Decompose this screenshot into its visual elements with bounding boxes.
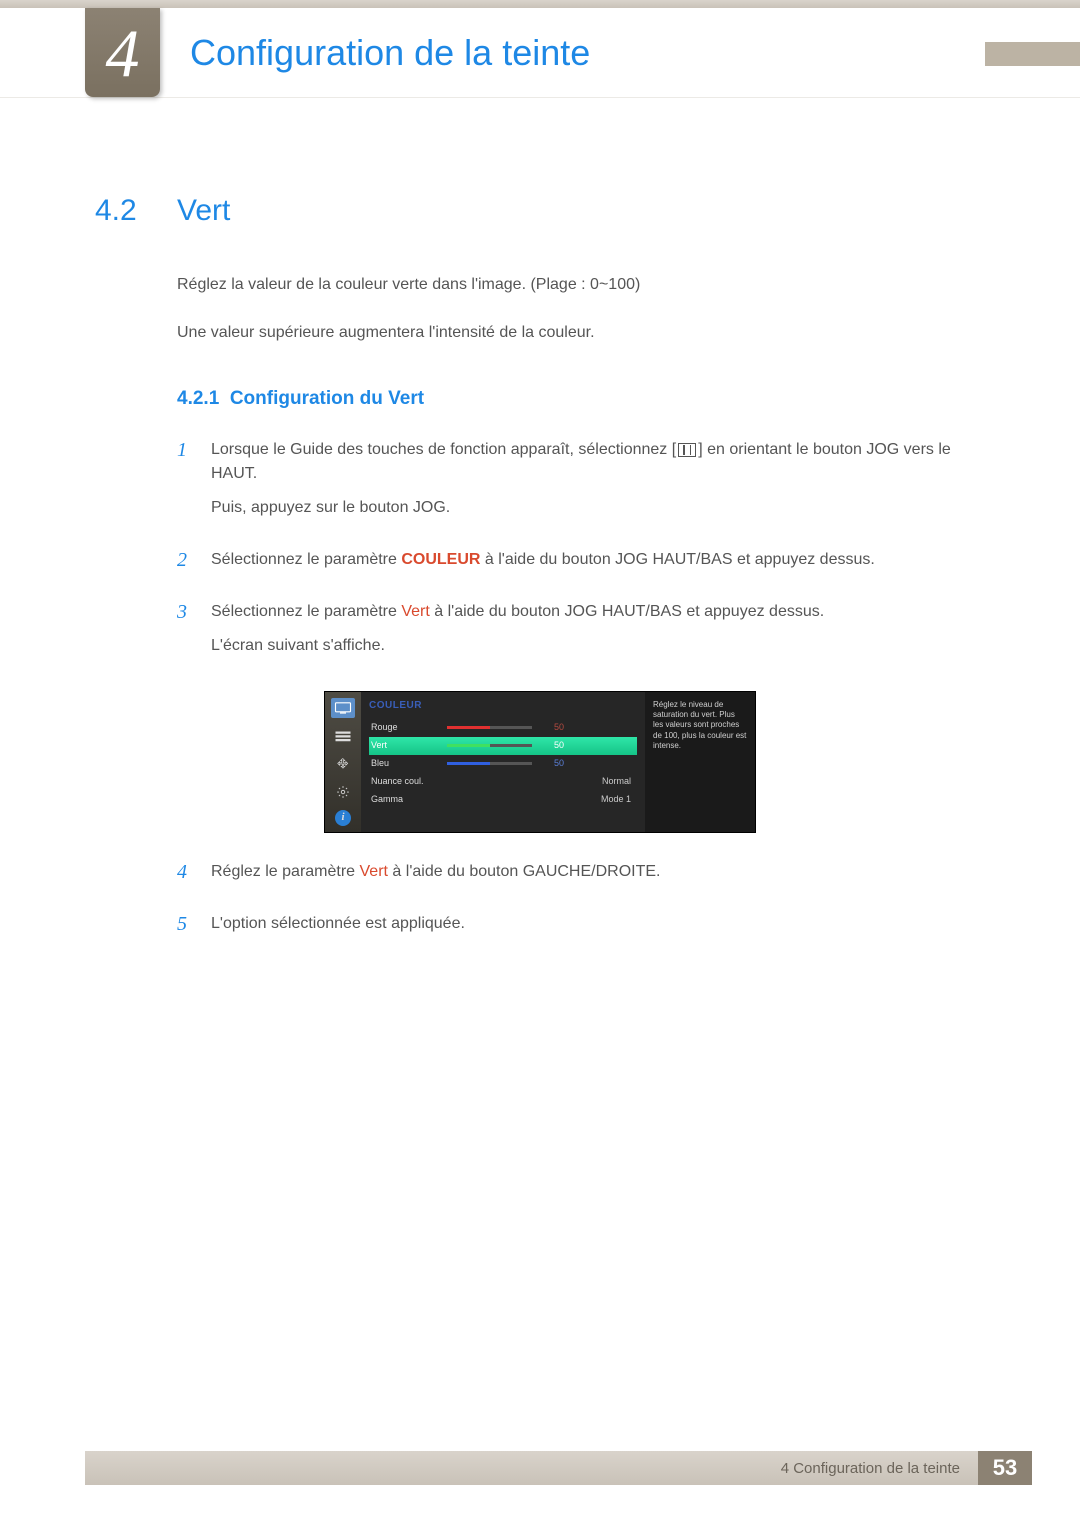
step-3: 3 Sélectionnez le paramètre Vert à l'aid…: [177, 600, 985, 668]
display-icon: [331, 698, 355, 718]
step-number: 5: [177, 912, 193, 946]
step-3-line-2: L'écran suivant s'affiche.: [211, 634, 985, 658]
top-stripe: [0, 0, 1080, 8]
step-3-line-1: Sélectionnez le paramètre Vert à l'aide …: [211, 600, 985, 624]
step-1: 1 Lorsque le Guide des touches de foncti…: [177, 438, 985, 530]
footer-bar: 4 Configuration de la teinte: [85, 1451, 978, 1485]
osd-row-label: Bleu: [371, 757, 441, 771]
step-number: 3: [177, 600, 193, 668]
intro-line-2: Une valeur supérieure augmentera l'inten…: [177, 321, 985, 345]
section-heading: 4.2 Vert: [95, 188, 985, 233]
info-icon: i: [335, 810, 351, 826]
step-4-text: Réglez le paramètre Vert à l'aide du bou…: [211, 860, 985, 884]
step-5-text: L'option sélectionnée est appliquée.: [211, 912, 985, 936]
steps-list-cont: 4 Réglez le paramètre Vert à l'aide du b…: [177, 860, 985, 946]
footer-page-number: 53: [978, 1451, 1032, 1485]
osd-screenshot: i COULEUR Rouge 50 Vert 50 Bleu 50 Nuance coul…: [95, 692, 985, 832]
osd-slider-bar: [447, 762, 532, 765]
list-icon: [331, 726, 355, 746]
osd-main: COULEUR Rouge50Vert50Bleu50Nuance coul.N…: [361, 692, 645, 832]
osd-row-label: Vert: [371, 739, 441, 753]
footer-text: 4 Configuration de la teinte: [781, 1460, 960, 1477]
header-right-stripe: [985, 42, 1080, 66]
page-content: 4.2 Vert Réglez la valeur de la couleur …: [0, 98, 1080, 946]
osd-slider-bar: [447, 744, 532, 747]
step-number: 2: [177, 548, 193, 582]
step-4: 4 Réglez le paramètre Vert à l'aide du b…: [177, 860, 985, 894]
osd-row: Vert 50: [369, 737, 637, 755]
osd-panel: i COULEUR Rouge 50 Vert 50 Bleu 50 Nuance coul…: [325, 692, 755, 832]
step-number: 1: [177, 438, 193, 530]
osd-row-label: Rouge: [371, 721, 441, 735]
osd-text-value: Mode 1: [447, 793, 635, 807]
steps-list: 1 Lorsque le Guide des touches de foncti…: [177, 438, 985, 668]
step-number: 4: [177, 860, 193, 894]
intro-line-1: Réglez la valeur de la couleur verte dan…: [177, 273, 985, 297]
osd-row: Bleu 50: [369, 755, 637, 773]
section-number: 4.2: [95, 188, 153, 233]
step-1-line-1: Lorsque le Guide des touches de fonction…: [211, 438, 985, 486]
osd-help-text: Réglez le niveau de saturation du vert. …: [645, 692, 755, 832]
osd-row: Gamma Mode 1: [369, 791, 637, 809]
step-2: 2 Sélectionnez le paramètre COULEUR à l'…: [177, 548, 985, 582]
osd-slider-bar: [447, 726, 532, 729]
osd-sidebar: i: [325, 692, 361, 832]
step-1-line-2: Puis, appuyez sur le bouton JOG.: [211, 496, 985, 520]
page-footer: 4 Configuration de la teinte 53: [0, 1451, 1080, 1485]
osd-row: Nuance coul. Normal: [369, 773, 637, 791]
osd-row-label: Gamma: [371, 793, 441, 807]
section-title: Vert: [177, 188, 230, 233]
subsection-heading: 4.2.1 Configuration du Vert: [177, 385, 985, 414]
step-5: 5 L'option sélectionnée est appliquée.: [177, 912, 985, 946]
osd-row: Rouge 50: [369, 719, 637, 737]
subsection-number: 4.2.1: [177, 388, 219, 409]
osd-title: COULEUR: [369, 698, 637, 713]
osd-value: 50: [538, 757, 564, 771]
gear-icon: [331, 782, 355, 802]
chapter-title: Configuration de la teinte: [190, 32, 590, 74]
osd-value: 50: [538, 739, 564, 753]
step-2-text: Sélectionnez le paramètre COULEUR à l'ai…: [211, 548, 985, 572]
resize-icon: [331, 754, 355, 774]
osd-value: 50: [538, 721, 564, 735]
osd-text-value: Normal: [447, 775, 635, 789]
menu-icon: [678, 443, 696, 457]
subsection-title: Configuration du Vert: [230, 388, 424, 409]
chapter-number: 4: [106, 19, 140, 87]
chapter-header: 4 Configuration de la teinte: [0, 8, 1080, 98]
osd-row-label: Nuance coul.: [371, 775, 441, 789]
chapter-number-tab: 4: [85, 8, 160, 97]
